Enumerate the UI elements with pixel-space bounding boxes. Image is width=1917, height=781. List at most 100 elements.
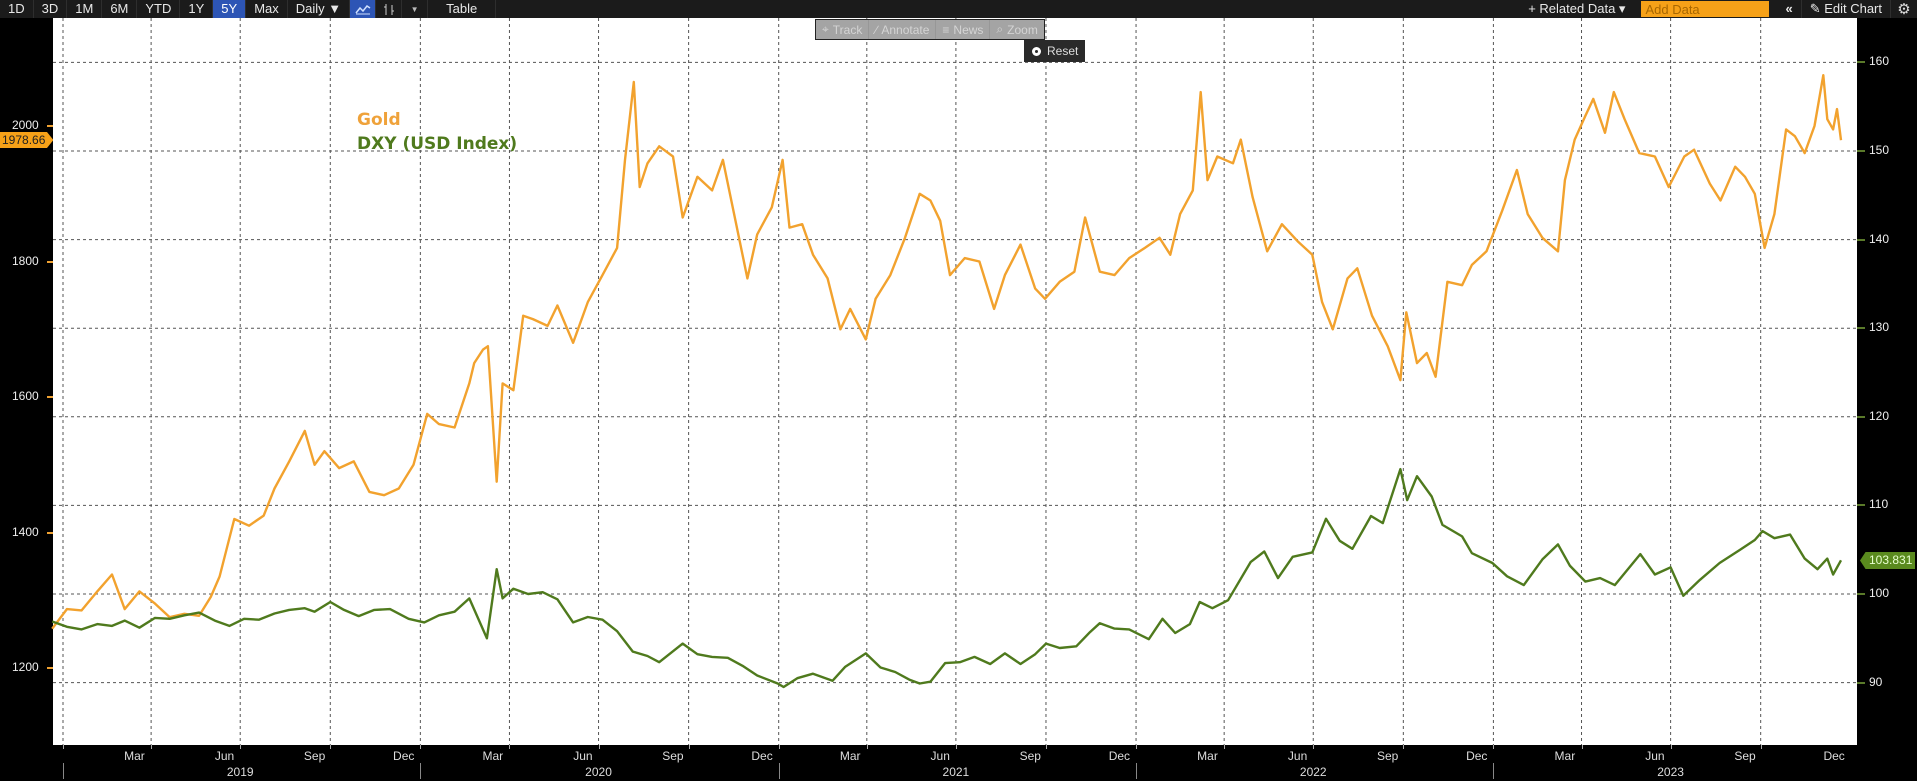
x-axis-tick [330,745,332,749]
x-axis-month-label: Sep [1734,749,1756,763]
plot-area[interactable] [53,18,1857,745]
x-axis-month-label: Mar [1197,749,1218,763]
range-1d-button[interactable]: 1D [0,0,34,18]
range-1y-button[interactable]: 1Y [180,0,214,18]
right-axis-label: 110 [1869,497,1889,512]
right-axis-tick [1857,327,1865,330]
x-axis-month-label: Dec [1108,749,1131,763]
news-tool[interactable]: ≡ News [936,20,991,39]
range-ytd-button[interactable]: YTD [137,0,181,18]
left-axis-label: 1800 [12,253,39,268]
x-axis-tick [778,745,780,749]
track-label: Track [832,22,863,37]
year-separator [778,763,780,779]
x-axis-tick [1403,745,1405,749]
reset-button[interactable]: Reset [1024,40,1085,62]
toolbar-right-group: + Related Data ▾ « ✎ Edit Chart ⚙ [1520,0,1917,18]
x-axis-tick [1670,745,1672,749]
right-axis-tick [1857,593,1865,595]
zoom-tool[interactable]: ⌕ Zoom [990,20,1043,39]
range-6m-button[interactable]: 6M [102,0,138,18]
x-axis-month-label: Jun [1287,749,1308,763]
left-axis-label: 2000 [12,118,39,132]
right-axis-label: 150 [1869,143,1890,157]
x-axis-tick [1760,745,1762,749]
x-axis-tick [688,745,690,749]
chart-legend: Gold DXY (USD Index) [357,108,517,156]
x-axis-month-label: Mar [839,749,861,763]
range-5y-button[interactable]: 5Y [213,0,247,18]
x-axis-month-label: Dec [751,749,773,763]
x-axis-month-label: Sep [1019,749,1041,763]
left-axis-tick [47,667,53,669]
x-axis-tick [598,745,600,749]
right-axis-tick [1857,681,1865,684]
left-axis-tick [47,531,53,534]
range-3d-button[interactable]: 3D [34,0,68,18]
x-axis-tick [955,745,957,749]
year-separator [1136,763,1138,779]
x-axis-tick [1493,745,1495,749]
x-axis-year-label: 2021 [942,765,970,779]
range-max-button[interactable]: Max [246,0,288,18]
x-axis-year-label: 2022 [1299,765,1327,779]
x-axis-month-label: Sep [662,749,684,763]
chart-toolbar: 1D 3D 1M 6M YTD 1Y 5Y Max Daily ▼ ▼ Tabl… [0,0,1917,18]
x-axis-tick [1045,745,1047,749]
right-axis-label: 90 [1869,674,1883,689]
right-axis-tick [1857,415,1865,418]
right-axis-label: 130 [1869,320,1890,335]
x-axis-month-label: Dec [1466,749,1488,763]
x-axis-year-label: 2023 [1657,765,1684,779]
news-icon: ≡ [942,22,950,37]
bar-chart-icon[interactable] [376,0,403,18]
gold-series-line [51,73,1843,630]
left-axis-tick [47,260,53,263]
right-axis-label: 140 [1869,231,1890,246]
right-axis-tick [1857,504,1865,507]
right-axis-tick [1857,61,1865,64]
x-axis-month-label: Jun [214,749,235,763]
x-axis-tick [151,745,153,749]
dropdown-caret-icon[interactable]: ▼ [402,0,429,18]
x-axis-tick [1224,745,1226,749]
crosshair-icon: ⌖ [822,22,829,36]
right-axis-label: 160 [1869,54,1890,69]
line-chart-icon[interactable] [350,0,377,18]
related-data-dropdown[interactable]: + Related Data ▾ [1528,1,1626,16]
edit-chart-button[interactable]: ✎ Edit Chart [1802,0,1891,18]
annotate-tool[interactable]: ∕ Annotate [869,20,937,39]
collapse-button[interactable]: « [1777,0,1802,18]
right-axis [1857,18,1917,745]
year-separator [420,763,422,779]
x-axis-tick [1581,745,1583,749]
range-1m-button[interactable]: 1M [67,0,103,18]
track-tool[interactable]: ⌖ Track [816,20,870,39]
reset-label: Reset [1047,44,1079,58]
right-axis-tick [1857,238,1865,241]
left-axis-tick [47,125,53,127]
right-axis-tick [1857,150,1865,152]
magnifier-icon: ⌕ [996,22,1004,36]
x-axis-month-label: Jun [1645,749,1665,763]
year-separator [1493,763,1495,779]
left-axis-tick [47,396,53,398]
x-axis [53,745,1857,781]
x-axis-tick [866,745,868,749]
x-axis-month-label: Jun [573,749,593,763]
left-axis-label: 1200 [12,660,39,674]
legend-gold: Gold [357,110,401,130]
x-axis-month-label: Mar [482,749,504,763]
add-data-input[interactable] [1641,1,1770,17]
news-label: News [953,22,984,37]
frequency-dropdown[interactable]: Daily ▼ [288,0,351,18]
x-axis-tick [63,745,64,749]
chart-tools-bar: ⌖ Track ∕ Annotate ≡ News ⌕ Zoom [815,19,1045,40]
legend-dxy: DXY (USD Index) [357,134,518,154]
table-button[interactable]: Table [428,0,497,18]
left-axis-label: 1600 [12,389,39,403]
year-separator [63,763,64,779]
gear-icon[interactable]: ⚙ [1897,1,1911,18]
right-axis-label: 120 [1869,408,1890,423]
